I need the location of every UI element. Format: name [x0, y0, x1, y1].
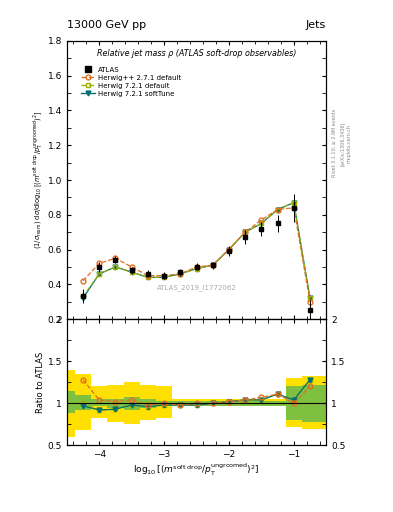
Text: Rivet 3.1.10; ≥ 2.9M events: Rivet 3.1.10; ≥ 2.9M events [332, 109, 337, 178]
Text: [arXiv:1306.3436]: [arXiv:1306.3436] [340, 121, 345, 165]
Legend: ATLAS, Herwig++ 2.7.1 default, Herwig 7.2.1 default, Herwig 7.2.1 softTune: ATLAS, Herwig++ 2.7.1 default, Herwig 7.… [78, 64, 184, 100]
Text: ATLAS_2019_I1772062: ATLAS_2019_I1772062 [157, 285, 236, 291]
Text: mcplots.cern.ch: mcplots.cern.ch [347, 124, 352, 163]
Y-axis label: $(1/\sigma_\mathrm{resm})\ \mathrm{d}\sigma/\mathrm{d}\log_{10}[(m^\mathrm{soft\: $(1/\sigma_\mathrm{resm})\ \mathrm{d}\si… [31, 111, 45, 249]
Text: 13000 GeV pp: 13000 GeV pp [67, 20, 146, 30]
Y-axis label: Ratio to ATLAS: Ratio to ATLAS [36, 352, 45, 413]
Text: Jets: Jets [306, 20, 326, 30]
Text: Relative jet mass ρ (ATLAS soft-drop observables): Relative jet mass ρ (ATLAS soft-drop obs… [97, 49, 296, 58]
X-axis label: $\log_{10}[(m^{\mathrm{soft\ drop}}/p_\mathrm{T}^{\mathrm{ungroomed}})^2]$: $\log_{10}[(m^{\mathrm{soft\ drop}}/p_\m… [133, 462, 260, 478]
